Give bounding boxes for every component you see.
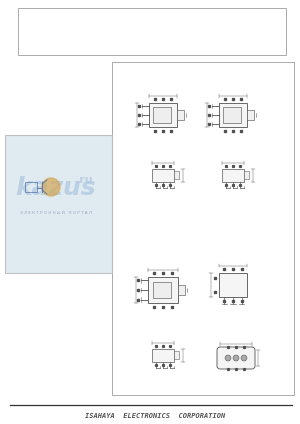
Circle shape	[241, 355, 247, 361]
Circle shape	[42, 178, 60, 196]
Circle shape	[225, 355, 231, 361]
Bar	[112, 62, 294, 395]
Circle shape	[233, 355, 239, 361]
Bar	[247, 110, 254, 120]
Text: ISAHAYA  ELECTRONICS  CORPORATION: ISAHAYA ELECTRONICS CORPORATION	[85, 413, 225, 419]
Bar	[223, 107, 241, 123]
Bar	[148, 277, 178, 303]
Bar	[219, 103, 247, 127]
FancyBboxPatch shape	[217, 347, 255, 369]
Bar	[149, 103, 177, 127]
Bar	[174, 171, 179, 179]
Bar	[152, 168, 174, 181]
Bar	[174, 351, 179, 359]
Bar	[177, 110, 184, 120]
Bar	[222, 168, 244, 181]
Text: kazus: kazus	[16, 176, 96, 200]
Bar	[25, 182, 37, 192]
Bar	[152, 282, 171, 298]
Text: Э Л Е К Т Р О Н Н Ы Й   П О Р Т А Л: Э Л Е К Т Р О Н Н Ы Й П О Р Т А Л	[20, 211, 92, 215]
Bar	[178, 285, 185, 295]
Bar	[18, 8, 286, 55]
Bar	[244, 171, 249, 179]
Text: .ru: .ru	[76, 175, 94, 185]
Bar	[152, 349, 174, 362]
Bar	[5, 135, 112, 273]
Bar	[153, 107, 171, 123]
Bar	[219, 273, 247, 297]
